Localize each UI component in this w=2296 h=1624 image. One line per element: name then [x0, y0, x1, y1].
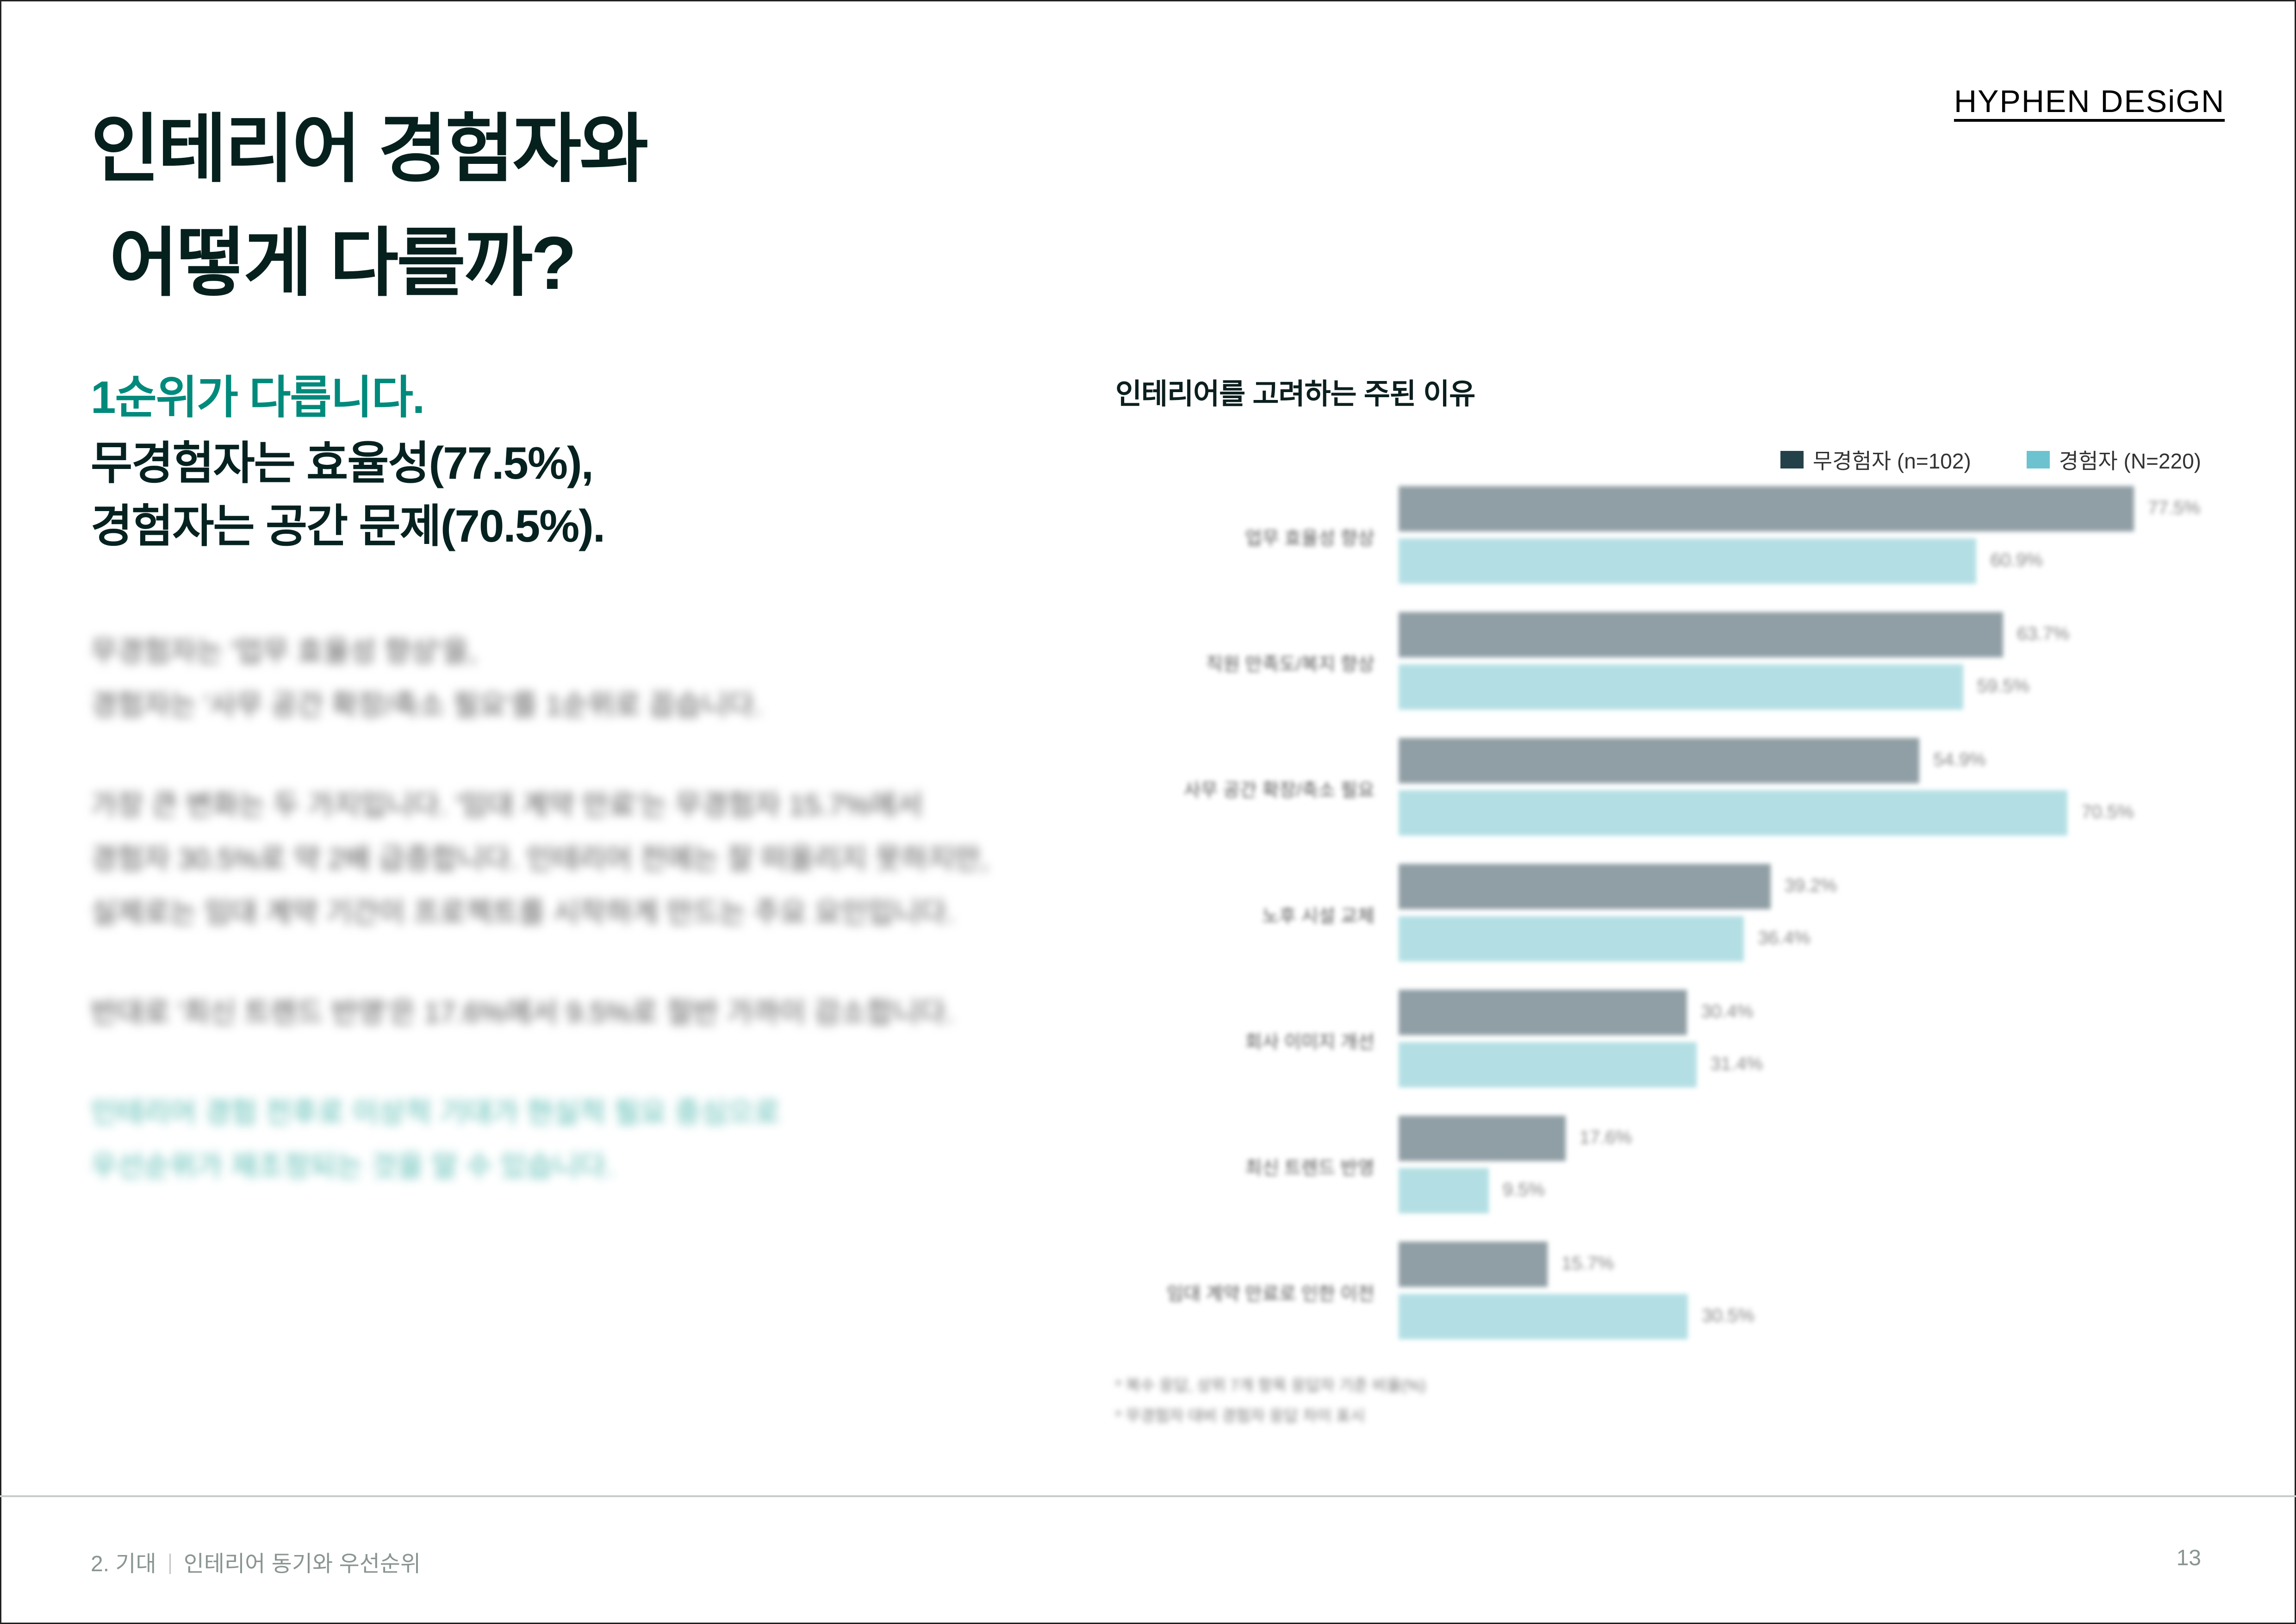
bar-experienced	[1399, 790, 2068, 836]
page-title: 인테리어 경험자와 어떻게 다를까?	[91, 93, 648, 320]
brand-logo: HYPHEN DESiGN	[1954, 86, 2225, 122]
bar-inexperienced	[1399, 864, 1771, 909]
footer-topic: 인테리어 동기와 우선순위	[183, 1552, 421, 1576]
chart-legend: 무경험자 (n=102) 경험자 (N=220)	[1780, 444, 2201, 475]
legend-label: 무경험자 (n=102)	[1812, 449, 1971, 473]
value-label: 59.5%	[1977, 676, 2030, 696]
footer-divider	[0, 1495, 2296, 1497]
value-label: 63.7%	[2016, 624, 2070, 644]
summary-line-1: 무경험자는 효율성(77.5%),	[91, 437, 594, 488]
body-line: 가장 큰 변화는 두 가지입니다. '임대 계약 만료'는 무경험자 15.7%…	[91, 789, 923, 821]
bar-inexperienced	[1399, 990, 1687, 1035]
summary-line-2: 경험자는 공간 문제(70.5%).	[91, 500, 605, 551]
value-label: 31.4%	[1710, 1054, 1763, 1074]
category-label: 사무 공간 확장/축소 필요	[1183, 780, 1375, 800]
value-label: 36.4%	[1758, 928, 1811, 948]
value-label: 30.4%	[1701, 1001, 1754, 1022]
value-label: 15.7%	[1561, 1253, 1614, 1274]
body-line: 무경험자는 '업무 효율성 향상'을,	[91, 636, 477, 668]
body-line: 실제로는 임대 계약 기간이 프로젝트를 시작하게 만드는 주요 요인입니다.	[91, 897, 955, 929]
bar-group: 직원 만족도/복지 향상 63.7% 59.5%	[1115, 612, 2203, 718]
footer-separator	[169, 1554, 171, 1574]
legend-swatch-teal	[2026, 451, 2050, 468]
bar-inexperienced	[1399, 486, 2134, 531]
bar-experienced	[1399, 538, 1977, 584]
bar-experienced	[1399, 916, 1744, 962]
category-label: 노후 시설 교체	[1262, 906, 1375, 926]
summary-accent: 1순위가 다릅니다.	[91, 372, 425, 423]
value-label: 17.6%	[1579, 1127, 1632, 1148]
body-highlight: 인테리어 경험 전후로 이상적 기대가 현실적 필요 중심으로 우선순위가 재조…	[91, 1086, 1016, 1193]
chart-title: 인테리어를 고려하는 주된 이유	[1115, 378, 1475, 410]
legend-swatch-dark	[1780, 451, 1804, 468]
bar-group: 노후 시설 교체 39.2% 36.4%	[1115, 864, 2203, 969]
legend-label: 경험자 (N=220)	[2059, 449, 2201, 473]
bar-experienced	[1399, 1294, 1688, 1339]
category-label: 회사 이미지 개선	[1245, 1032, 1375, 1052]
value-label: 39.2%	[1784, 875, 1837, 896]
chart-note: * 무경험자 대비 경험자 응답 차이 표시	[1115, 1407, 1365, 1425]
bar-group: 임대 계약 만료로 인한 이전 15.7% 30.5%	[1115, 1242, 2203, 1347]
bar-group: 회사 이미지 개선 30.4% 31.4%	[1115, 990, 2203, 1095]
bar-inexperienced	[1399, 612, 2003, 657]
category-label: 직원 만족도/복지 향상	[1206, 654, 1375, 675]
value-label: 9.5%	[1502, 1180, 1545, 1200]
category-label: 최신 트렌드 반영	[1245, 1158, 1375, 1178]
bar-inexperienced	[1399, 1116, 1566, 1161]
body-line: 반대로 '최신 트렌드 반영'은 17.6%에서 9.5%로 절반 가까이 감소…	[91, 997, 954, 1029]
title-line-2: 어떻게 다를까?	[109, 221, 577, 305]
body-text: 무경험자는 '업무 효율성 향상'을, 경험자는 '사무 공간 확장/축소 필요…	[91, 625, 1016, 1240]
body-paragraph-2: 가장 큰 변화는 두 가지입니다. '임대 계약 만료'는 무경험자 15.7%…	[91, 779, 1016, 940]
body-line: 우선순위가 재조정되는 것을 알 수 있습니다.	[91, 1150, 614, 1182]
chart-notes: * 복수 응답, 상위 7개 항목 응답자 기준 비율(%) * 무경험자 대비…	[1115, 1370, 1426, 1431]
bar-group: 사무 공간 확장/축소 필요 54.9% 70.5%	[1115, 738, 2203, 843]
bar-experienced	[1399, 1168, 1489, 1213]
body-line: 인테리어 경험 전후로 이상적 기대가 현실적 필요 중심으로	[91, 1097, 780, 1129]
body-line: 경험자 30.5%로 약 2배 급증합니다. 인테리어 전에는 잘 떠올리지 못…	[91, 843, 989, 875]
bar-chart: 업무 효율성 향상 77.5% 60.9% 직원 만족도/복지 향상 63.7% 59.5…	[1115, 486, 2203, 1347]
bar-experienced	[1399, 664, 1963, 710]
footer-breadcrumb: 2. 기대 인테리어 동기와 우선순위	[91, 1545, 421, 1578]
legend-item-inexperienced: 무경험자 (n=102)	[1780, 444, 1971, 475]
value-label: 54.9%	[1933, 750, 1986, 770]
value-label: 70.5%	[2081, 802, 2134, 822]
value-label: 77.5%	[2147, 498, 2201, 518]
bar-group: 업무 효율성 향상 77.5% 60.9%	[1115, 486, 2203, 592]
bar-inexperienced	[1399, 1242, 1548, 1287]
category-label: 임대 계약 만료로 인한 이전	[1166, 1284, 1375, 1304]
category-label: 업무 효율성 향상	[1245, 528, 1375, 549]
chart-note: * 복수 응답, 상위 7개 항목 응답자 기준 비율(%)	[1115, 1377, 1426, 1394]
body-paragraph-3: 반대로 '최신 트렌드 반영'은 17.6%에서 9.5%로 절반 가까이 감소…	[91, 986, 1016, 1040]
bar-experienced	[1399, 1042, 1697, 1087]
legend-item-experienced: 경험자 (N=220)	[2026, 444, 2201, 475]
body-paragraph-1: 무경험자는 '업무 효율성 향상'을, 경험자는 '사무 공간 확장/축소 필요…	[91, 625, 1016, 732]
title-line-1: 인테리어 경험자와	[91, 107, 648, 191]
summary-heading: 1순위가 다릅니다. 무경험자는 효율성(77.5%), 경험자는 공간 문제(…	[91, 366, 605, 557]
footer-section: 2. 기대	[91, 1552, 156, 1576]
bar-inexperienced	[1399, 738, 1920, 783]
value-label: 30.5%	[1702, 1305, 1755, 1326]
bar-group: 최신 트렌드 반영 17.6% 9.5%	[1115, 1116, 2203, 1221]
value-label: 60.9%	[1990, 550, 2043, 570]
body-line: 경험자는 '사무 공간 확장/축소 필요'를 1순위로 꼽습니다.	[91, 689, 762, 721]
page-number: 13	[2176, 1546, 2201, 1570]
